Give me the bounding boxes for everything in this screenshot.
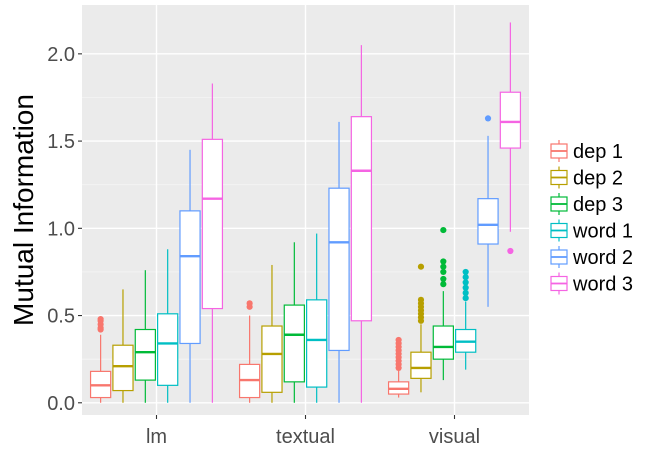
box-word-3-textual: [350, 45, 373, 403]
boxes-layer: [89, 22, 522, 403]
outlier-point: [97, 315, 104, 323]
outlier-point: [462, 289, 469, 296]
box-dep-1-textual: [238, 300, 261, 403]
box-iqr: [283, 304, 305, 383]
outlier-point: [440, 268, 447, 276]
legend-label: dep 3: [573, 194, 623, 216]
box-dep-2-visual: [410, 263, 432, 393]
y-axis-title: Mutual Information: [8, 94, 39, 326]
outlier-point: [440, 258, 447, 265]
outlier-point: [440, 226, 447, 234]
y-tick-label: 2.0: [47, 44, 75, 66]
box-word-1-visual: [455, 268, 477, 370]
outlier-point: [417, 296, 425, 303]
legend-label: word 3: [572, 274, 633, 296]
legend-label: dep 1: [573, 141, 623, 163]
box-word-2-visual: [477, 115, 499, 307]
box-iqr: [201, 138, 224, 310]
x-axis: lm textual visual: [146, 415, 480, 448]
legend-item-word-1: word 1: [550, 219, 633, 243]
y-axis: 0.0 0.5 1.0 1.5 2.0: [47, 44, 82, 415]
box-dep-3-visual: [432, 226, 454, 381]
box-word-1-textual: [306, 233, 328, 403]
box-iqr: [134, 328, 156, 381]
y-tick-label: 1.0: [47, 218, 75, 240]
box-dep-2-textual: [261, 264, 283, 403]
outlier-point: [246, 300, 253, 307]
outlier-point: [484, 115, 492, 122]
legend-item-dep-1: dep 1: [550, 140, 623, 163]
legend: dep 1 dep 2 dep 3 word 1 word 2 word 3: [550, 140, 633, 296]
outlier-point: [462, 279, 469, 286]
outlier-point: [462, 274, 469, 281]
box-iqr: [112, 344, 134, 392]
box-iqr: [157, 313, 179, 386]
outlier-point: [462, 295, 469, 302]
box-dep-1-lm: [89, 315, 112, 403]
box-word-2-lm: [179, 149, 201, 403]
outlier-point: [440, 275, 447, 283]
outlier-point: [417, 263, 425, 270]
legend-label: word 2: [572, 247, 633, 269]
box-iqr: [432, 325, 454, 360]
box-iqr: [179, 210, 201, 345]
box-iqr: [410, 351, 432, 379]
box-word-3-lm: [201, 83, 224, 403]
box-iqr: [499, 91, 522, 149]
outlier-point: [395, 336, 402, 344]
box-iqr: [261, 325, 283, 393]
outlier-point: [507, 247, 514, 255]
legend-label: word 1: [572, 221, 633, 243]
outlier-point: [440, 263, 447, 270]
box-dep-3-lm: [134, 270, 156, 403]
box-iqr: [350, 116, 373, 322]
legend-item-dep-2: dep 2: [550, 166, 623, 190]
gridlines: [82, 5, 529, 415]
box-word-2-textual: [328, 121, 350, 403]
box-dep-3-textual: [283, 242, 305, 403]
box-word-3-visual: [499, 22, 522, 255]
box-iqr: [306, 299, 328, 388]
outlier-point: [462, 268, 469, 276]
box-iqr: [328, 187, 350, 352]
y-tick-label: 1.5: [47, 131, 75, 153]
outlier-point: [440, 281, 447, 288]
legend-item-dep-3: dep 3: [550, 193, 623, 216]
x-tick-label: visual: [429, 426, 480, 448]
box-iqr: [477, 198, 499, 245]
legend-item-word-2: word 2: [550, 246, 633, 269]
x-tick-label: textual: [276, 426, 335, 448]
y-tick-label: 0.5: [47, 306, 75, 328]
y-tick-label: 0.0: [47, 393, 75, 415]
legend-label: dep 2: [573, 168, 623, 190]
outlier-point: [462, 284, 469, 291]
legend-item-word-3: word 3: [550, 272, 633, 296]
x-tick-label: lm: [146, 426, 167, 448]
box-dep-1-visual: [387, 336, 410, 398]
box-dep-2-lm: [112, 289, 134, 403]
box-word-1-lm: [157, 249, 179, 403]
